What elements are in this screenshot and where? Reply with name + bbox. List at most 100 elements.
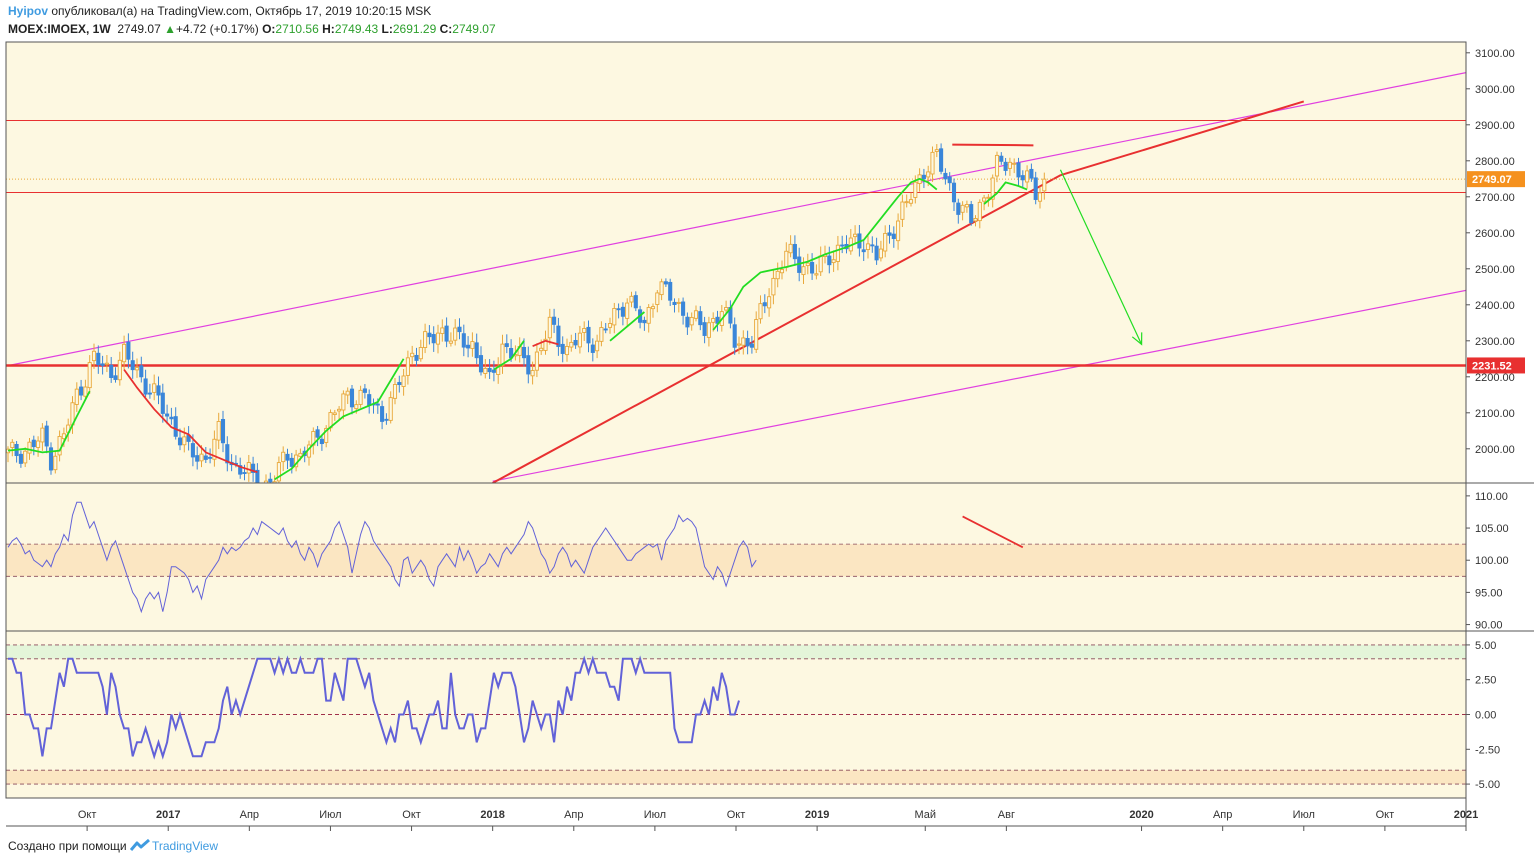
candle-body <box>994 154 1000 177</box>
candle <box>681 297 686 325</box>
candle <box>629 291 634 308</box>
candle <box>620 302 625 326</box>
osc2-axis-tick-label: -5.00 <box>1475 779 1500 791</box>
candle-body <box>276 462 281 482</box>
osc2-axis-tick-label: -2.50 <box>1475 744 1500 756</box>
candle-body <box>457 326 462 333</box>
candle-body <box>827 255 832 266</box>
candle <box>457 318 462 340</box>
candle <box>126 333 131 369</box>
candle <box>745 330 750 355</box>
candle-body <box>814 273 819 276</box>
candle-body <box>285 453 290 461</box>
candle-body <box>908 199 914 204</box>
candle <box>994 151 1000 183</box>
candle-body <box>444 325 449 342</box>
time-axis-tick-label: 2018 <box>480 809 504 821</box>
candle-body <box>212 438 217 460</box>
candle <box>827 246 832 274</box>
candle-body <box>139 365 144 378</box>
candle <box>878 240 883 262</box>
candle <box>31 435 36 456</box>
candle <box>642 316 647 331</box>
candle <box>453 319 458 346</box>
ma-segment-4 <box>532 339 559 348</box>
close-value: 2749.07 <box>452 22 496 36</box>
candle <box>109 356 114 383</box>
candle-body <box>414 354 419 361</box>
candle <box>874 237 879 265</box>
candle-body <box>616 308 621 311</box>
candle-body <box>242 472 247 474</box>
candle-body <box>147 392 152 395</box>
candle <box>444 317 449 348</box>
candle <box>384 413 389 425</box>
candle-body <box>345 390 350 396</box>
price-axis-tick-label: 2000.00 <box>1475 444 1515 456</box>
footer: Создано при помощи TradingView <box>8 838 218 853</box>
price-axis-tick-label: 2900.00 <box>1475 120 1515 132</box>
forecast-arrow-head-icon <box>1131 332 1143 346</box>
candle <box>810 253 815 280</box>
candle-body <box>104 362 109 365</box>
candle-body <box>156 385 161 396</box>
candle-body <box>685 316 690 328</box>
candle-body <box>603 328 608 331</box>
candle <box>547 308 552 345</box>
candle <box>964 200 969 213</box>
candle <box>853 225 858 244</box>
candle-body <box>633 295 638 309</box>
candle-body <box>263 480 269 483</box>
candle <box>1037 186 1043 209</box>
osc2-band-top <box>6 644 1466 659</box>
candle-body <box>934 149 939 152</box>
candle <box>939 143 944 175</box>
candle-body <box>711 318 716 323</box>
candle <box>840 235 845 254</box>
price-axis-tick-label: 2500.00 <box>1475 264 1515 276</box>
candle-body <box>663 281 668 285</box>
candle <box>483 359 488 379</box>
candle <box>91 343 97 369</box>
candle-body <box>134 367 140 371</box>
price-axis-tick-label: 2200.00 <box>1475 372 1515 384</box>
candle-body <box>878 248 883 259</box>
candle-body <box>732 324 737 348</box>
ma-segment-2 <box>274 358 405 481</box>
author-name[interactable]: Hyipov <box>8 4 49 18</box>
candle <box>173 407 178 440</box>
candle <box>268 472 273 483</box>
candle <box>1016 157 1021 187</box>
candle-body <box>341 393 346 411</box>
candle <box>289 452 294 474</box>
candle <box>534 343 539 378</box>
candle-body <box>784 250 789 268</box>
candle-body <box>177 437 183 446</box>
candle-body <box>324 427 329 443</box>
candle-body <box>1003 161 1008 171</box>
candle <box>767 288 772 317</box>
candle-body <box>122 343 127 363</box>
candle <box>569 334 574 352</box>
candle <box>10 439 15 457</box>
candle-body <box>1007 161 1012 169</box>
candle-body <box>612 308 617 326</box>
candle <box>212 430 217 467</box>
candle-body <box>18 453 23 464</box>
candle <box>362 384 367 399</box>
candle-body <box>741 337 746 346</box>
candle-body <box>990 177 995 200</box>
candle <box>130 351 135 379</box>
footer-brand[interactable]: TradingView <box>151 839 219 853</box>
candle-body <box>969 204 974 224</box>
candle-body <box>788 243 793 254</box>
candle <box>951 178 957 211</box>
candle <box>414 347 419 367</box>
ohlc-legend: MOEX:IMOEX, 1W 2749.07 ▲+4.72 (+0.17%) O… <box>8 22 496 36</box>
candle <box>646 304 651 333</box>
change-arrow-icon: ▲ <box>164 22 176 36</box>
candle <box>625 298 630 326</box>
candle <box>388 391 393 424</box>
candle <box>530 361 535 385</box>
